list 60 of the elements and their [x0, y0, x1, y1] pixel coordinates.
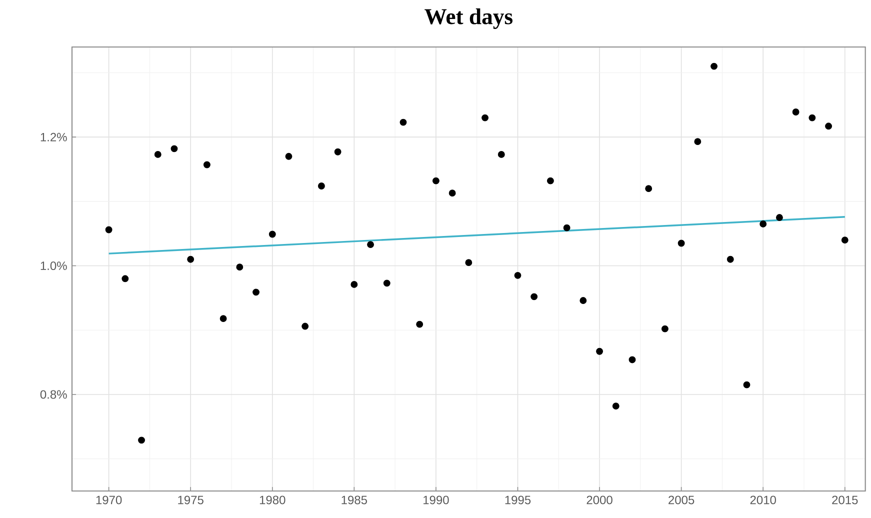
x-tick-label: 1990: [424, 496, 449, 504]
point: [760, 220, 767, 228]
point: [628, 356, 636, 364]
point: [678, 240, 685, 247]
point: [498, 150, 505, 158]
point: [596, 348, 603, 355]
point: [825, 122, 832, 130]
x-tick-label: 2015: [832, 496, 858, 504]
point: [710, 62, 718, 70]
point: [318, 182, 325, 190]
point: [187, 256, 194, 263]
x-tick-label: 1980: [260, 496, 286, 504]
y-tick-label: 1.0%: [40, 262, 67, 270]
point: [383, 280, 390, 287]
point: [416, 320, 424, 328]
point: [841, 236, 848, 244]
point: [482, 114, 488, 122]
point: [661, 325, 668, 332]
point: [645, 185, 652, 192]
point: [285, 152, 292, 160]
point: [105, 226, 112, 234]
point: [138, 436, 145, 444]
point: [252, 288, 260, 296]
point: [170, 145, 178, 152]
x-tick-label: 2005: [668, 496, 694, 504]
point: [334, 148, 342, 156]
point: [236, 264, 244, 271]
point: [612, 402, 620, 410]
y-tick-label: 1.2%: [40, 132, 67, 142]
point: [122, 275, 129, 282]
point: [694, 138, 702, 146]
point: [726, 256, 734, 263]
x-tick-label: 2010: [750, 496, 776, 504]
x-tick-label: 1985: [342, 496, 368, 504]
point: [220, 315, 227, 322]
point: [302, 322, 309, 330]
point: [563, 224, 570, 232]
point: [580, 297, 587, 304]
x-tick-label: 1970: [96, 496, 122, 504]
y-tick-label: 0.8%: [40, 390, 67, 399]
point: [154, 150, 162, 158]
point: [465, 259, 472, 266]
point: [367, 241, 374, 248]
point: [268, 230, 276, 238]
point: [400, 118, 407, 126]
point: [448, 190, 456, 197]
x-tick-label: 1975: [178, 496, 204, 504]
point: [546, 177, 554, 184]
point: [350, 280, 358, 288]
point: [743, 381, 750, 388]
x-tick-label: 1995: [505, 496, 531, 504]
point: [776, 214, 783, 221]
point: [432, 177, 440, 184]
point: [514, 272, 522, 279]
x-tick-label: 2000: [586, 496, 612, 504]
point: [792, 108, 800, 116]
chart-title: Wet days: [424, 8, 512, 29]
point: [530, 293, 538, 300]
point: [203, 161, 210, 168]
point: [808, 114, 816, 122]
